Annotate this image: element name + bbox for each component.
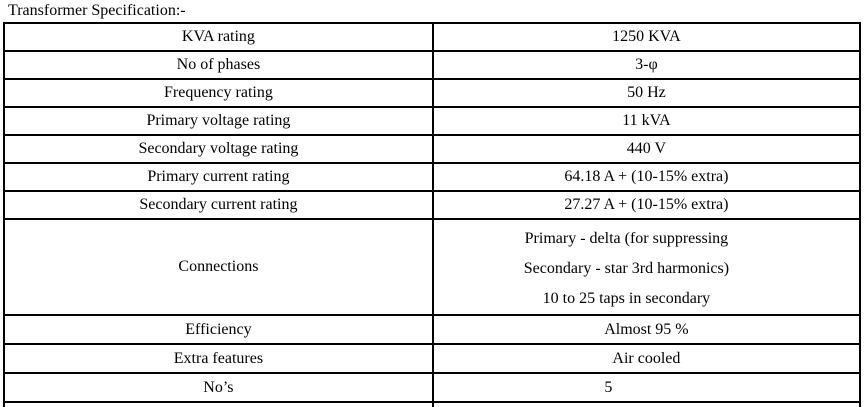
- spec-value-cell: 50 Hz: [431, 78, 862, 108]
- spec-value-cell: 11 kVA: [431, 106, 862, 136]
- spec-label-cell: Extra features: [3, 343, 434, 374]
- spec-label-cell: KVA rating: [3, 22, 434, 52]
- spec-label-cell: Efficiency: [3, 314, 434, 345]
- spec-value-cell: 1250 KVA: [431, 22, 862, 52]
- section-title: Transformer Specification:-: [8, 2, 186, 19]
- spec-label-cell: Secondary current rating: [3, 190, 434, 220]
- connections-line: 10 to 25 taps in secondary: [542, 290, 711, 307]
- connections-line: Secondary - star 3rd harmonics): [523, 260, 730, 277]
- spec-label-cell: No of phases: [3, 50, 434, 80]
- transformer-spec-table: KVA rating 1250 KVA No of phases 3-φ Fre…: [3, 22, 862, 407]
- table-row-cutoff: [3, 401, 862, 407]
- table-row: Efficiency Almost 95 %: [3, 314, 862, 345]
- spec-value-cell: [431, 401, 862, 407]
- spec-value-cell: 440 V: [431, 134, 862, 164]
- table-row: No of phases 3-φ: [3, 50, 862, 80]
- spec-value-cell: 27.27 A + (10-15% extra): [431, 190, 862, 220]
- table-row-connections: Connections Primary - delta (for suppres…: [3, 218, 862, 316]
- spec-value-cell: Air cooled: [431, 343, 862, 374]
- spec-label-cell: Primary voltage rating: [3, 106, 434, 136]
- spec-value-text: 5: [604, 378, 613, 396]
- table-row: Primary current rating 64.18 A + (10-15%…: [3, 162, 862, 192]
- spec-value-cell: 64.18 A + (10-15% extra): [431, 162, 862, 192]
- spec-label-cell: Secondary voltage rating: [3, 134, 434, 164]
- table-row: No’s 5: [3, 372, 862, 403]
- spec-label-cell: No’s: [3, 372, 434, 403]
- table-row: Extra features Air cooled: [3, 343, 862, 374]
- table-row: Secondary voltage rating 440 V: [3, 134, 862, 164]
- spec-value-cell: Primary - delta (for suppressing Seconda…: [431, 218, 862, 316]
- spec-label-cell: Connections: [3, 218, 434, 316]
- table-row: Frequency rating 50 Hz: [3, 78, 862, 108]
- spec-label-cell: Frequency rating: [3, 78, 434, 108]
- table-row: Secondary current rating 27.27 A + (10-1…: [3, 190, 862, 220]
- connections-value-block: Primary - delta (for suppressing Seconda…: [435, 221, 839, 313]
- table-row: KVA rating 1250 KVA: [3, 22, 862, 52]
- connections-line: Primary - delta (for suppressing: [524, 230, 729, 247]
- spec-label-cell: Primary current rating: [3, 162, 434, 192]
- spec-value-cell: 3-φ: [431, 50, 862, 80]
- spec-value-cell: 5: [431, 372, 862, 403]
- spec-value-cell: Almost 95 %: [431, 314, 862, 345]
- table-row: Primary voltage rating 11 kVA: [3, 106, 862, 136]
- spec-label-cell: [3, 401, 434, 407]
